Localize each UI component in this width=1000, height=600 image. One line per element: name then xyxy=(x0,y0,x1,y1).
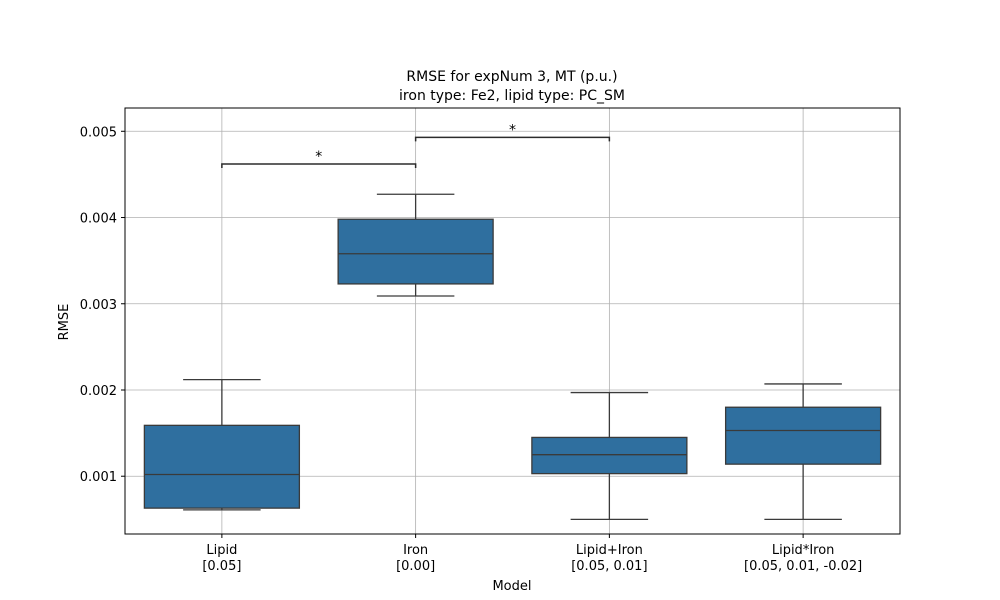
x-axis-label: Model xyxy=(492,579,531,594)
x-tick-params: [0.05, 0.01] xyxy=(571,559,647,574)
box-lipid xyxy=(143,378,301,511)
x-tick-params: [0.05, 0.01, -0.02] xyxy=(744,559,862,574)
y-tick-label: 0.001 xyxy=(80,470,117,485)
y-tick-label: 0.005 xyxy=(80,125,117,140)
y-axis-label: RMSE xyxy=(57,304,72,341)
significance-bracket: * xyxy=(221,149,417,169)
boxes xyxy=(143,193,882,520)
chart-title-line-2: iron type: Fe2, lipid type: PC_SM xyxy=(399,88,625,104)
y-tick-label: 0.003 xyxy=(80,298,117,313)
iqr-box xyxy=(724,406,882,465)
plot-frame xyxy=(124,107,901,535)
significance-bracket: * xyxy=(414,122,611,142)
significance-label: * xyxy=(315,149,322,165)
significance-annotations: ** xyxy=(221,122,611,169)
box-lipid-iron xyxy=(724,383,882,520)
significance-label: * xyxy=(509,122,516,138)
x-tick-label: Lipid*Iron xyxy=(772,543,835,558)
x-tick-params: [0.00] xyxy=(396,559,435,574)
y-tick-label: 0.004 xyxy=(80,212,117,227)
bracket-line xyxy=(414,136,611,142)
bracket-line xyxy=(221,163,417,169)
x-tick-label: Lipid xyxy=(206,543,237,558)
iqr-box xyxy=(531,436,688,475)
box-lipid-iron xyxy=(531,391,688,520)
iqr-box xyxy=(337,218,494,285)
x-tick-params: [0.05] xyxy=(202,559,241,574)
iqr-box xyxy=(143,424,301,509)
box-iron xyxy=(337,193,494,297)
y-axis-ticks: 0.001 0.002 0.003 0.004 0.005 xyxy=(80,125,125,485)
x-tick-label: Lipid+Iron xyxy=(576,543,643,558)
x-tick-label: Iron xyxy=(403,543,428,558)
x-axis-ticks: Lipid[0.05]Iron[0.00]Lipid+Iron[0.05, 0.… xyxy=(202,534,862,574)
y-tick-label: 0.002 xyxy=(80,384,117,399)
chart-title-line-1: RMSE for expNum 3, MT (p.u.) xyxy=(406,69,617,85)
